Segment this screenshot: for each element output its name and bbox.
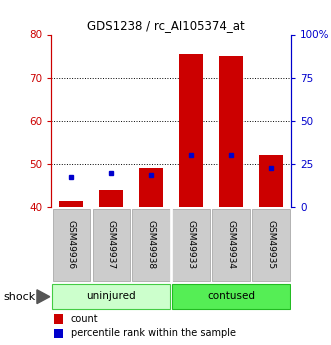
Text: count: count	[71, 314, 98, 324]
FancyBboxPatch shape	[172, 208, 210, 282]
Bar	[139, 168, 163, 207]
Bar	[59, 200, 83, 207]
Text: percentile rank within the sample: percentile rank within the sample	[71, 328, 235, 338]
Text: contused: contused	[207, 291, 255, 301]
Polygon shape	[37, 290, 50, 304]
Bar	[219, 56, 243, 207]
FancyBboxPatch shape	[132, 208, 170, 282]
Text: GDS1238 / rc_AI105374_at: GDS1238 / rc_AI105374_at	[87, 19, 244, 32]
Text: shock: shock	[3, 292, 35, 302]
Text: GSM49938: GSM49938	[147, 220, 156, 269]
Bar	[179, 54, 203, 207]
Bar	[54, 314, 57, 323]
Text: GSM49933: GSM49933	[187, 220, 196, 269]
FancyBboxPatch shape	[253, 208, 290, 282]
Text: GSM49936: GSM49936	[67, 220, 76, 269]
Bar	[54, 328, 63, 338]
FancyBboxPatch shape	[52, 284, 170, 309]
FancyBboxPatch shape	[172, 284, 291, 309]
FancyBboxPatch shape	[53, 208, 90, 282]
Text: GSM49937: GSM49937	[107, 220, 116, 269]
Text: GSM49935: GSM49935	[267, 220, 276, 269]
Bar	[259, 155, 283, 207]
FancyBboxPatch shape	[213, 208, 250, 282]
Bar	[54, 314, 63, 324]
FancyBboxPatch shape	[92, 208, 130, 282]
Bar	[99, 190, 123, 207]
Text: uninjured: uninjured	[86, 291, 136, 301]
Text: GSM49934: GSM49934	[227, 220, 236, 269]
